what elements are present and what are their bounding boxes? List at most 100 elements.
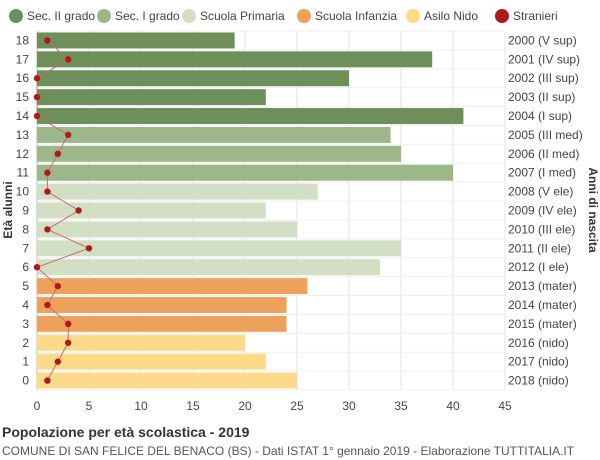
bar-age-16 <box>37 70 349 87</box>
legend-label: Stranieri <box>513 9 558 23</box>
birth-year-label: 2015 (mater) <box>508 317 577 331</box>
bar-age-12 <box>37 145 401 162</box>
bar-age-0 <box>37 372 297 389</box>
age-label: 10 <box>16 185 30 199</box>
stranieri-point <box>65 56 72 63</box>
age-label: 4 <box>22 298 29 312</box>
y-axis-title: Età alunni <box>1 181 15 238</box>
stranieri-point <box>65 320 72 328</box>
age-label: 9 <box>22 204 29 218</box>
legend-marker <box>406 9 420 23</box>
birth-year-label: 2014 (mater) <box>508 298 577 312</box>
legend-label: Scuola Primaria <box>200 9 285 23</box>
stranieri-point <box>33 112 41 120</box>
birth-year-label: 2016 (nido) <box>508 336 569 350</box>
bar-age-15 <box>37 89 266 106</box>
bar-age-7 <box>37 240 401 257</box>
x-tick-label: 45 <box>498 399 512 413</box>
bar-age-1 <box>37 353 266 370</box>
legend-label: Sec. I grado <box>115 9 180 23</box>
age-label: 1 <box>22 355 29 369</box>
bar-age-3 <box>37 315 287 332</box>
bar-age-13 <box>37 126 391 143</box>
birth-year-label: 2007 (I med) <box>508 166 576 180</box>
age-label: 0 <box>22 374 29 388</box>
birth-year-label: 2003 (II sup) <box>508 90 575 104</box>
stranieri-point <box>44 169 51 176</box>
birth-year-label: 2006 (II med) <box>508 147 579 161</box>
birth-year-label: 2012 (I ele) <box>508 260 569 274</box>
stranieri-point <box>65 339 72 346</box>
bar-age-6 <box>37 259 381 276</box>
birth-year-label: 2009 (IV ele) <box>508 204 577 218</box>
birth-year-label: 2002 (III sup) <box>508 71 579 85</box>
chart-subtitle: COMUNE DI SAN FELICE DEL BENACO (BS) - D… <box>2 444 575 458</box>
birth-year-label: 2010 (III ele) <box>508 222 575 236</box>
stranieri-point <box>54 150 61 158</box>
bar-age-4 <box>37 296 287 313</box>
stranieri-point <box>44 301 51 309</box>
age-label: 2 <box>22 336 29 350</box>
bar-age-14 <box>37 108 464 125</box>
birth-year-label: 2001 (IV sup) <box>508 52 580 66</box>
x-tick-label: 30 <box>342 399 356 413</box>
birth-year-label: 2013 (mater) <box>508 279 577 293</box>
x-tick-label: 15 <box>186 399 200 413</box>
legend-label: Scuola Infanzia <box>315 9 397 23</box>
age-label: 3 <box>22 317 29 331</box>
chart-title: Popolazione per età scolastica - 2019 <box>2 424 250 440</box>
stranieri-point <box>75 207 82 214</box>
birth-year-label: 2004 (I sup) <box>508 109 572 123</box>
legend-label: Sec. II grado <box>27 9 95 23</box>
x-tick-label: 40 <box>446 399 460 413</box>
age-label: 8 <box>22 222 29 236</box>
x-tick-label: 35 <box>394 399 408 413</box>
legend-marker <box>297 9 311 23</box>
x-tick-label: 10 <box>134 399 148 413</box>
age-label: 7 <box>22 241 29 255</box>
x-tick-label: 0 <box>34 399 41 413</box>
stranieri-point <box>54 282 61 290</box>
bar-age-18 <box>37 32 235 49</box>
bar-age-9 <box>37 202 266 219</box>
legend-marker <box>495 9 509 23</box>
legend-label: Asilo Nido <box>424 9 478 23</box>
birth-year-label: 2008 (V ele) <box>508 185 573 199</box>
stranieri-point <box>33 93 41 101</box>
age-label: 18 <box>16 33 30 47</box>
age-label: 11 <box>17 166 30 180</box>
bar-age-2 <box>37 334 245 351</box>
y-axis-title-right: Anni di nascita <box>586 167 600 253</box>
legend-marker <box>182 9 196 23</box>
x-tick-label: 20 <box>238 399 252 413</box>
birth-year-label: 2011 (II ele) <box>508 241 571 255</box>
age-label: 15 <box>16 90 30 104</box>
birth-year-label: 2017 (nido) <box>508 355 569 369</box>
x-tick-label: 25 <box>290 399 304 413</box>
birth-year-label: 2018 (nido) <box>508 374 569 388</box>
bar-age-10 <box>37 183 318 200</box>
legend-marker <box>97 9 111 23</box>
birth-year-label: 2000 (V sup) <box>508 33 577 47</box>
legend-marker <box>9 9 23 23</box>
stranieri-point <box>44 188 51 195</box>
age-label: 16 <box>16 71 30 85</box>
age-label: 13 <box>16 128 30 142</box>
bar-age-5 <box>37 278 308 295</box>
x-tick-label: 5 <box>86 399 93 413</box>
stranieri-point <box>65 131 72 139</box>
age-label: 12 <box>16 147 30 161</box>
age-label: 14 <box>16 109 30 123</box>
bar-age-11 <box>37 164 453 181</box>
stranieri-point <box>85 245 93 252</box>
stranieri-point <box>44 37 51 44</box>
stranieri-point <box>33 75 41 82</box>
stranieri-point <box>33 263 41 271</box>
stranieri-point <box>44 226 51 233</box>
age-label: 6 <box>22 260 29 274</box>
bar-age-8 <box>37 221 297 238</box>
age-label: 17 <box>16 52 30 66</box>
age-label: 5 <box>22 279 29 293</box>
stranieri-point <box>44 377 51 384</box>
